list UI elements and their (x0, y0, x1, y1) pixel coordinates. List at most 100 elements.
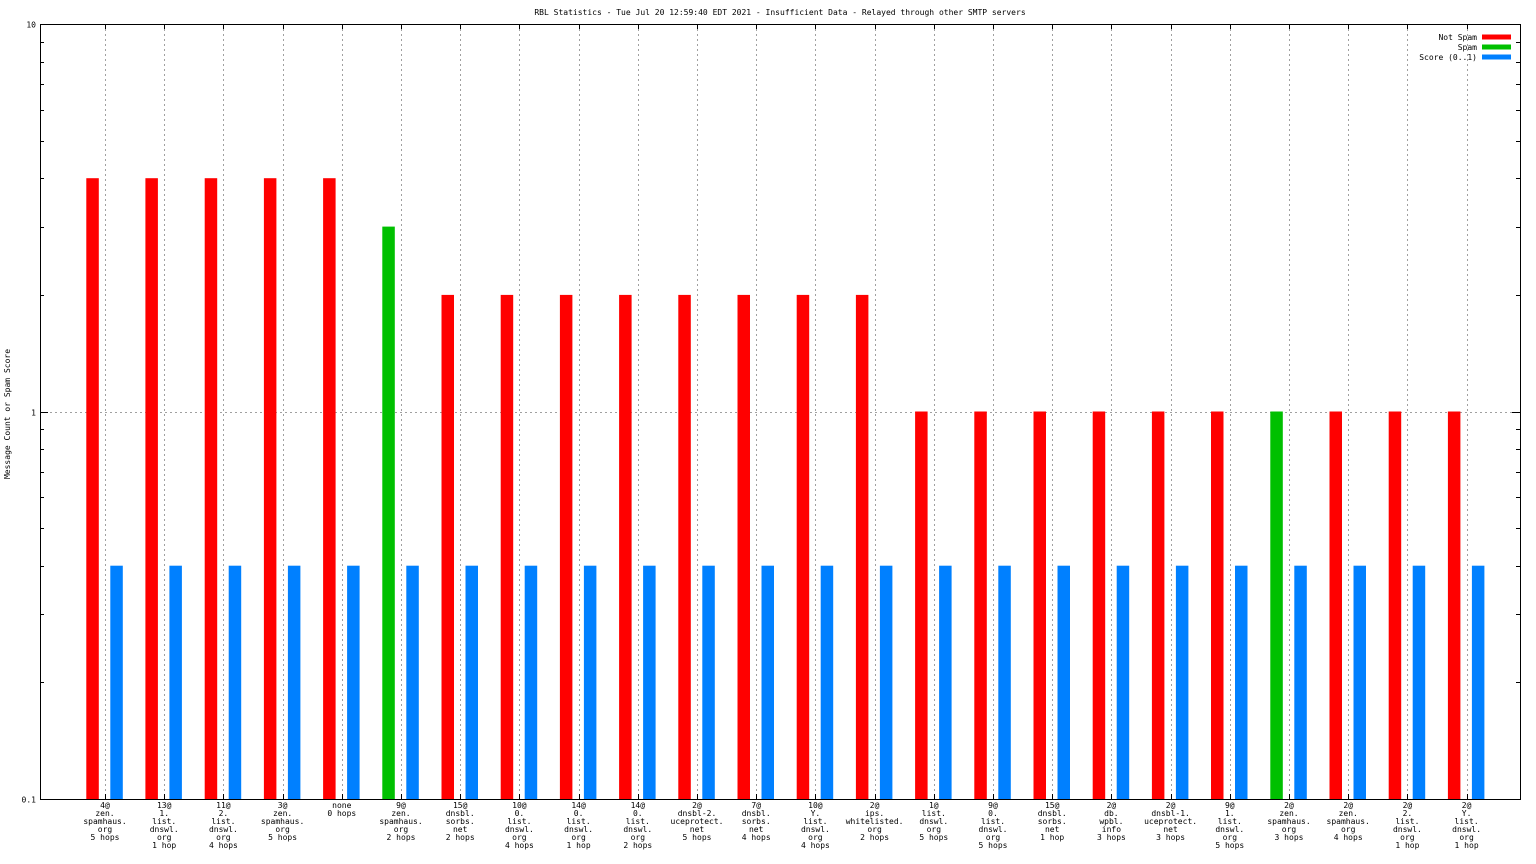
bar-not-spam (441, 294, 454, 799)
x-tick-label-line: org (1400, 833, 1415, 842)
x-tick-label-line: 0. (515, 809, 525, 818)
bar-score-0-1 (169, 565, 182, 799)
x-tick-label-line: 5 hops (91, 833, 120, 842)
x-tick-label-line: 5 hops (919, 833, 948, 842)
x-tick-label-line: wpbl. (1099, 817, 1123, 826)
x-tick-label-line: 1 hop (1455, 841, 1479, 850)
x-tick-label-line: org (394, 825, 409, 834)
x-tick-label-line: 2 hops (860, 833, 889, 842)
x-tick-label-line: zen. (1279, 809, 1298, 818)
x-tick-label-line: list. (922, 809, 946, 818)
x-tick-label: 2@ zen. spamhaus. org 3 hops (1267, 801, 1310, 842)
bar-score-0-1 (1175, 565, 1189, 799)
x-tick-label-line: org (867, 825, 882, 834)
x-tick-label-line: 4@ (100, 801, 110, 810)
bar-score-0-1 (643, 565, 656, 799)
bar-not-spam (678, 294, 691, 799)
x-tick-label-line: org (1282, 825, 1297, 834)
x-tick-label-line: dnswl. (505, 825, 534, 834)
x-tick-label-line: dnswl. (1215, 825, 1244, 834)
x-tick-label-line: org (1459, 833, 1474, 842)
x-tick-label-line: 15@ (453, 801, 468, 810)
x-tick-label-line: 0 hops (327, 809, 356, 818)
bar-score-0-1 (406, 565, 419, 799)
bar-score-0-1 (702, 565, 715, 799)
x-tick-label-line: dnswl. (1452, 825, 1481, 834)
x-tick-label: 11@ 2. list. dnswl. org 4 hops (209, 801, 238, 850)
x-tick-label: 10@ 0. list. dnswl. org 4 hops (505, 801, 534, 850)
bar-score-0-1 (1116, 565, 1130, 799)
y-tick-label: 0.1 (22, 796, 37, 805)
x-tick-label-line: dnsbl-1. (1151, 809, 1190, 818)
x-tick-label-line: 14@ (631, 801, 646, 810)
x-tick-label-line: net (690, 825, 705, 834)
bar-not-spam (619, 294, 632, 799)
x-tick-label-line: org (571, 833, 586, 842)
x-tick-label-line: zen. (1339, 809, 1358, 818)
x-tick-label-line: org (512, 833, 527, 842)
x-tick-label: 2@ dnsbl-2. uceprotect. net 5 hops (671, 801, 724, 842)
bar-score-0-1 (583, 565, 597, 799)
x-tick-label-line: 1 hop (567, 841, 591, 850)
x-tick-label-line: dnsbl. (446, 809, 475, 818)
x-tick-label: 9@ 1. list. dnswl. org 5 hops (1215, 801, 1244, 850)
x-tick-label: 2@ ips. whitelisted. org 2 hops (846, 801, 904, 842)
x-tick-label: 2@ zen. spamhaus. org 4 hops (1327, 801, 1370, 842)
x-tick-label-line: 2@ (1166, 801, 1176, 810)
bar-not-spam (204, 178, 218, 799)
bar-not-spam (559, 294, 573, 799)
legend-swatch (1482, 44, 1511, 50)
x-tick-label-line: 4 hops (742, 833, 771, 842)
x-tick-label-line: 14@ (571, 801, 586, 810)
x-tick-label-line: list. (211, 817, 235, 826)
bar-score-0-1 (524, 565, 538, 799)
x-tick-label-line: 5 hops (683, 833, 712, 842)
x-tick-label-line: 5 hops (268, 833, 297, 842)
bar-not-spam (500, 294, 514, 799)
x-tick-label-line: list. (803, 817, 827, 826)
x-tick-label-line: spamhaus. (1267, 817, 1310, 826)
x-tick-label-line: 0. (633, 809, 643, 818)
x-tick-label: 1@ list. dnswl. org 5 hops (919, 801, 948, 842)
bar-score-0-1 (1471, 565, 1485, 799)
x-tick-label-line: 1. (1225, 809, 1235, 818)
x-tick-label-line: list. (1218, 817, 1242, 826)
x-tick-label-line: list. (1395, 817, 1419, 826)
x-tick-label-line: uceprotect. (671, 817, 724, 826)
x-tick-label-line: 5 hops (1215, 841, 1244, 850)
x-tick-label-line: 4 hops (801, 841, 830, 850)
bar-not-spam (915, 411, 928, 799)
x-tick-label-line: 15@ (1045, 801, 1060, 810)
x-tick-label-line: dnswl. (564, 825, 593, 834)
bar-score-0-1 (465, 565, 478, 799)
bar-score-0-1 (820, 565, 834, 799)
x-tick-label: 13@ 1. list. dnswl. org 1 hop (150, 801, 179, 850)
x-tick-label-line: org (808, 833, 823, 842)
x-tick-label-line: none (332, 801, 351, 810)
x-tick-label-line: dnsbl. (1038, 809, 1067, 818)
x-tick-label-line: info (1102, 825, 1121, 834)
x-tick-label: 15@ dnsbl. sorbs. net 1 hop (1038, 801, 1067, 842)
x-tick-label-line: 3 hops (1275, 833, 1304, 842)
x-tick-label-line: list. (981, 817, 1005, 826)
x-tick-label-line: 2 hops (387, 833, 416, 842)
x-tick-label-line: 11@ (216, 801, 231, 810)
x-tick-label: 9@ zen. spamhaus. org 2 hops (379, 801, 422, 842)
x-tick-label-line: org (157, 833, 172, 842)
x-tick-label-line: 3 hops (1097, 833, 1126, 842)
x-tick-label-line: dnsbl. (742, 809, 771, 818)
x-tick-label-line: 5 hops (979, 841, 1008, 850)
bar-not-spam (1151, 411, 1165, 799)
x-tick-label: 9@ 0. list. dnswl. org 5 hops (979, 801, 1008, 850)
x-tick-label-line: org (1341, 825, 1356, 834)
bar-score-0-1 (228, 565, 242, 799)
bar-score-0-1 (761, 565, 774, 799)
x-tick-label-line: 10@ (512, 801, 527, 810)
x-tick-label-line: dnswl. (1393, 825, 1422, 834)
bar-score-0-1 (287, 565, 301, 799)
x-tick-label-line: db. (1104, 809, 1118, 818)
axis-ticks: 0.1 1 10 (22, 21, 1520, 805)
x-tick-label-line: dnsbl-2. (678, 809, 717, 818)
bar-not-spam (1329, 411, 1342, 799)
